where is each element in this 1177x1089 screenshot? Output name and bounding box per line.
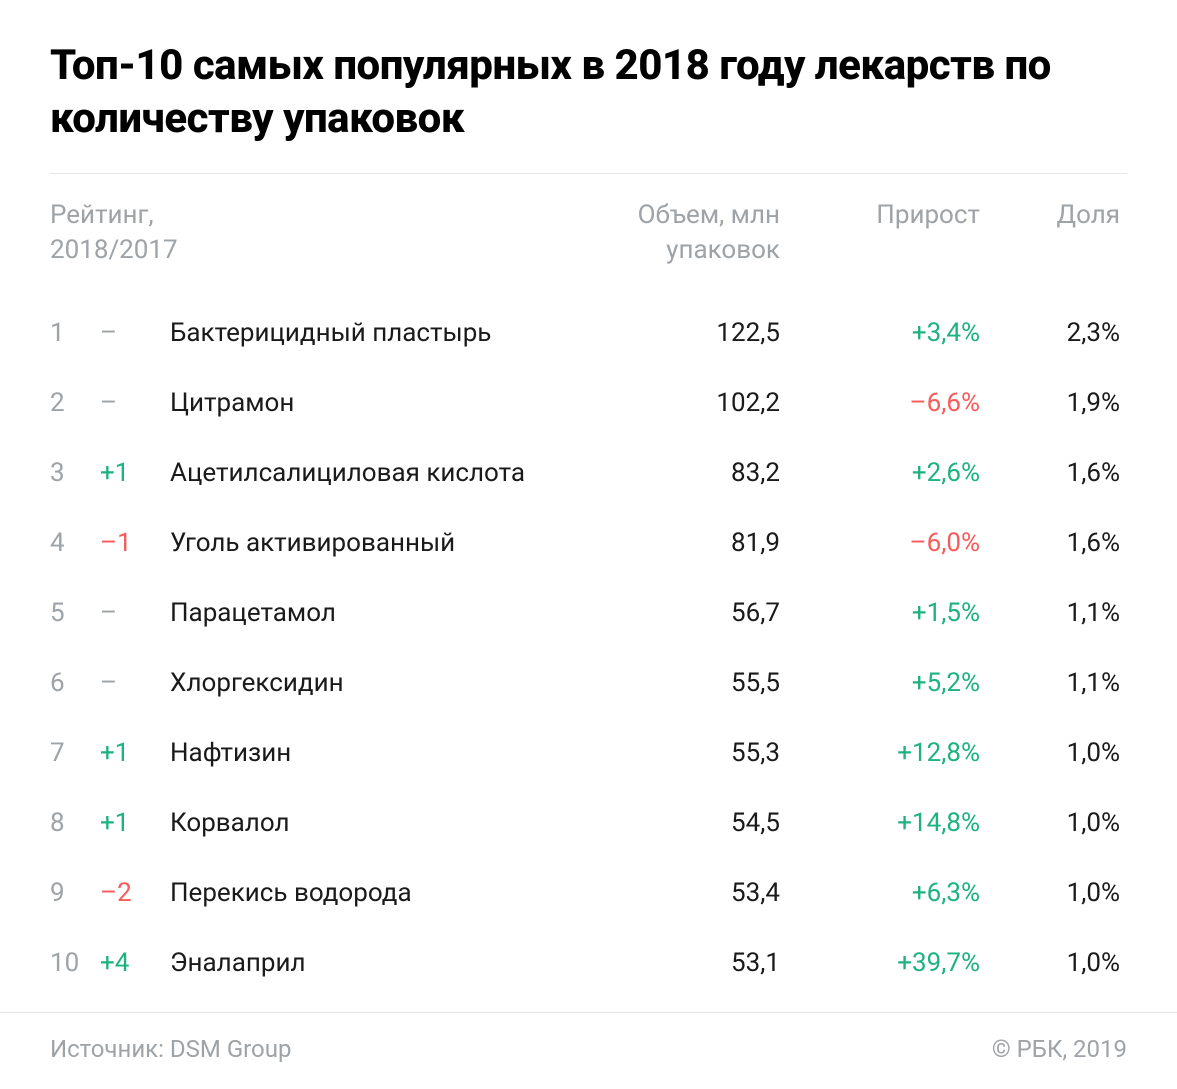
cell-growth: +6,3% xyxy=(780,878,980,908)
cell-share: 1,0% xyxy=(980,738,1120,768)
table-row: 7+1Нафтизин55,3+12,8%1,0% xyxy=(50,718,1127,788)
cell-rank-change: +1 xyxy=(100,808,170,838)
cell-growth: +12,8% xyxy=(780,738,980,768)
cell-volume: 55,3 xyxy=(580,738,780,768)
cell-growth: –6,0% xyxy=(780,528,980,558)
cell-share: 1,0% xyxy=(980,878,1120,908)
table-row: 3+1Ацетилсалициловая кислота83,2+2,6%1,6… xyxy=(50,438,1127,508)
cell-growth: –6,6% xyxy=(780,388,980,418)
cell-drug-name: Перекись водорода xyxy=(170,878,580,908)
cell-growth: +14,8% xyxy=(780,808,980,838)
cell-rank: 7 xyxy=(50,738,100,768)
infographic-page: Топ-10 самых популярных в 2018 году лека… xyxy=(0,0,1177,1089)
cell-drug-name: Ацетилсалициловая кислота xyxy=(170,458,580,488)
cell-rank-change: +1 xyxy=(100,458,170,488)
cell-share: 1,0% xyxy=(980,808,1120,838)
cell-drug-name: Цитрамон xyxy=(170,388,580,418)
header-rating: Рейтинг, 2018/2017 xyxy=(50,198,580,268)
table-row: 4–1Уголь активированный81,9–6,0%1,6% xyxy=(50,508,1127,578)
cell-rank: 5 xyxy=(50,598,100,628)
table-row: 9–2Перекись водорода53,4+6,3%1,0% xyxy=(50,858,1127,928)
cell-volume: 81,9 xyxy=(580,528,780,558)
cell-growth: +2,6% xyxy=(780,458,980,488)
cell-growth: +39,7% xyxy=(780,948,980,978)
cell-rank-change: – xyxy=(100,668,170,698)
table-row: 5–Парацетамол56,7+1,5%1,1% xyxy=(50,578,1127,648)
cell-share: 2,3% xyxy=(980,318,1120,348)
cell-drug-name: Бактерицидный пластырь xyxy=(170,318,580,348)
cell-drug-name: Нафтизин xyxy=(170,738,580,768)
cell-rank-change: –2 xyxy=(100,878,170,908)
cell-rank: 10 xyxy=(50,948,100,978)
table-row: 6–Хлоргексидин55,5+5,2%1,1% xyxy=(50,648,1127,718)
cell-rank: 1 xyxy=(50,318,100,348)
footer-copyright: © РБК, 2019 xyxy=(992,1035,1127,1063)
footer-source: Источник: DSM Group xyxy=(50,1035,291,1063)
header-growth: Прирост xyxy=(780,198,980,233)
header-share: Доля xyxy=(980,198,1120,233)
cell-rank-change: – xyxy=(100,318,170,348)
cell-drug-name: Парацетамол xyxy=(170,598,580,628)
cell-growth: +3,4% xyxy=(780,318,980,348)
table-row: 2–Цитрамон102,2–6,6%1,9% xyxy=(50,368,1127,438)
table-row: 8+1Корвалол54,5+14,8%1,0% xyxy=(50,788,1127,858)
cell-rank: 8 xyxy=(50,808,100,838)
cell-share: 1,6% xyxy=(980,458,1120,488)
cell-growth: +1,5% xyxy=(780,598,980,628)
cell-share: 1,0% xyxy=(980,948,1120,978)
cell-volume: 55,5 xyxy=(580,668,780,698)
table-header-row: Рейтинг, 2018/2017 Объем, млн упаковок П… xyxy=(50,174,1127,298)
cell-rank-change: –1 xyxy=(100,528,170,558)
cell-rank-change: +4 xyxy=(100,948,170,978)
footer: Источник: DSM Group © РБК, 2019 xyxy=(0,1012,1177,1089)
cell-rank-change: – xyxy=(100,388,170,418)
cell-volume: 53,4 xyxy=(580,878,780,908)
table-row: 10+4Эналаприл53,1+39,7%1,0% xyxy=(50,928,1127,998)
cell-volume: 122,5 xyxy=(580,318,780,348)
table-body: 1–Бактерицидный пластырь122,5+3,4%2,3%2–… xyxy=(50,298,1127,998)
cell-rank: 6 xyxy=(50,668,100,698)
drugs-table: Рейтинг, 2018/2017 Объем, млн упаковок П… xyxy=(50,174,1127,998)
cell-volume: 56,7 xyxy=(580,598,780,628)
cell-volume: 102,2 xyxy=(580,388,780,418)
cell-rank: 9 xyxy=(50,878,100,908)
cell-volume: 54,5 xyxy=(580,808,780,838)
cell-drug-name: Корвалол xyxy=(170,808,580,838)
cell-share: 1,6% xyxy=(980,528,1120,558)
cell-rank: 2 xyxy=(50,388,100,418)
cell-volume: 53,1 xyxy=(580,948,780,978)
cell-drug-name: Хлоргексидин xyxy=(170,668,580,698)
cell-rank: 3 xyxy=(50,458,100,488)
page-title: Топ-10 самых популярных в 2018 году лека… xyxy=(50,40,1127,145)
cell-rank-change: – xyxy=(100,598,170,628)
cell-rank-change: +1 xyxy=(100,738,170,768)
cell-rank: 4 xyxy=(50,528,100,558)
table-row: 1–Бактерицидный пластырь122,5+3,4%2,3% xyxy=(50,298,1127,368)
cell-drug-name: Эналаприл xyxy=(170,948,580,978)
cell-share: 1,1% xyxy=(980,668,1120,698)
cell-share: 1,9% xyxy=(980,388,1120,418)
cell-share: 1,1% xyxy=(980,598,1120,628)
cell-drug-name: Уголь активированный xyxy=(170,528,580,558)
cell-volume: 83,2 xyxy=(580,458,780,488)
header-volume: Объем, млн упаковок xyxy=(580,198,780,268)
cell-growth: +5,2% xyxy=(780,668,980,698)
